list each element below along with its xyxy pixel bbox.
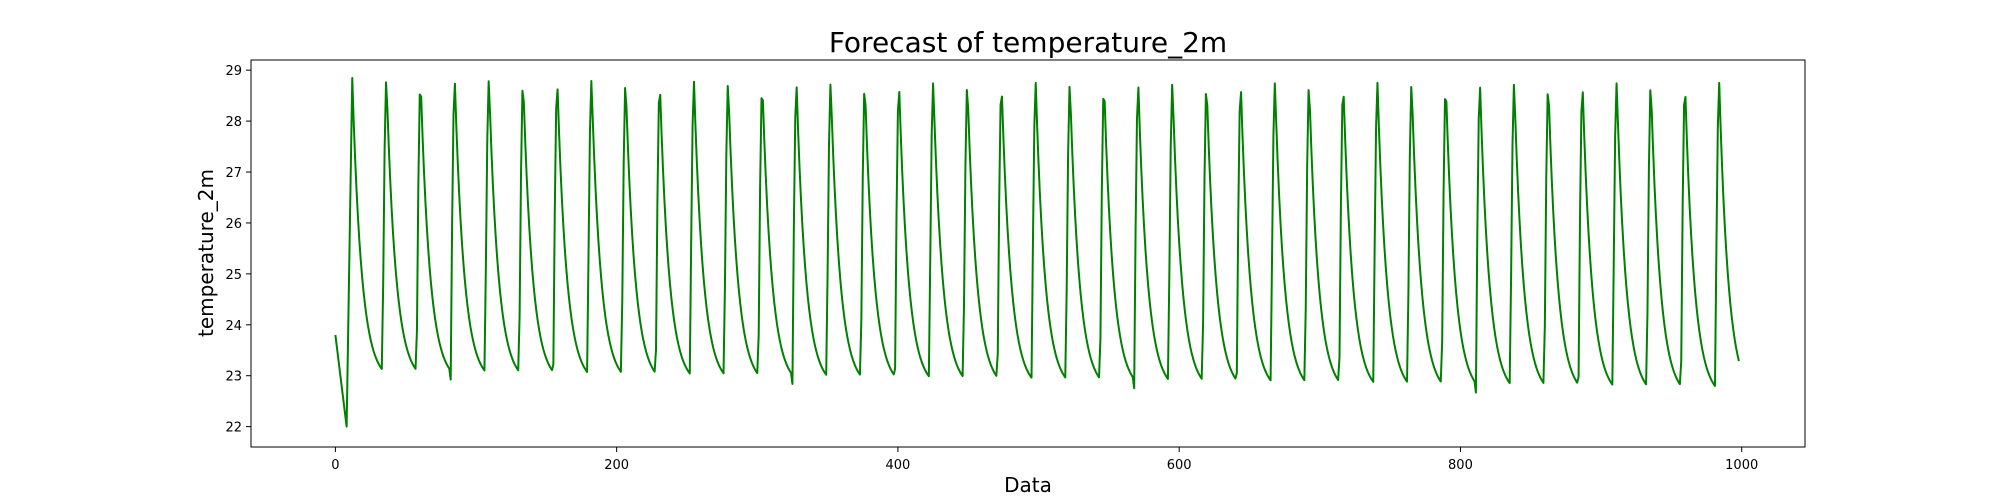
y-tick-label: 28 bbox=[225, 115, 242, 130]
x-axis-label: Data bbox=[1004, 473, 1052, 497]
plot-area bbox=[250, 59, 1806, 448]
y-tick-label: 22 bbox=[225, 421, 242, 436]
x-tick-label: 400 bbox=[885, 458, 910, 473]
x-tick-label: 200 bbox=[604, 458, 629, 473]
x-tick-label: 0 bbox=[331, 458, 339, 473]
y-tick-label: 29 bbox=[225, 64, 242, 79]
y-tick-label: 23 bbox=[225, 370, 242, 385]
x-axis-ticks: 0 200 400 600 800 1000 bbox=[331, 447, 1758, 473]
series-line bbox=[334, 77, 1740, 428]
y-tick-label: 25 bbox=[225, 268, 242, 283]
plot-frame bbox=[250, 59, 1806, 448]
y-axis-label: temperature_2m bbox=[194, 169, 218, 337]
y-tick-label: 26 bbox=[225, 217, 242, 232]
x-tick-label: 1000 bbox=[1725, 458, 1758, 473]
x-tick-label: 600 bbox=[1167, 458, 1192, 473]
data-layer bbox=[334, 77, 1740, 428]
y-tick-label: 24 bbox=[225, 319, 242, 334]
x-tick-label: 800 bbox=[1448, 458, 1473, 473]
y-axis-ticks: 22 23 24 25 26 27 28 29 bbox=[225, 64, 251, 436]
chart-title: Forecast of temperature_2m bbox=[829, 26, 1227, 59]
y-tick-label: 27 bbox=[225, 166, 242, 181]
